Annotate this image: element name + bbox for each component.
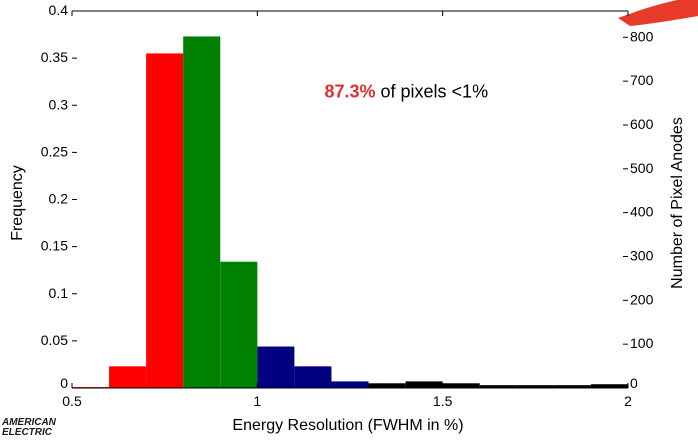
annotation: 87.3% of pixels <1% bbox=[324, 82, 488, 102]
y2-tick-label: 400 bbox=[630, 204, 654, 220]
logo-line-1: AMERICAN bbox=[2, 418, 56, 428]
y-tick-label: 0.05 bbox=[41, 332, 68, 348]
y2-tick-label: 200 bbox=[630, 291, 654, 307]
y-tick-label: 0.4 bbox=[49, 2, 69, 18]
y-axis-title: Frequency bbox=[9, 165, 26, 241]
histogram-bar bbox=[590, 384, 628, 388]
y-tick-label: 0.3 bbox=[49, 96, 69, 112]
y-tick-label: 0 bbox=[60, 375, 68, 391]
x-axis-title: Energy Resolution (FWHM in %) bbox=[232, 417, 463, 434]
y-tick-label: 0.2 bbox=[49, 191, 69, 207]
histogram-bars bbox=[72, 36, 628, 388]
histogram-bar bbox=[146, 53, 184, 388]
american-electric-logo: AMERICAN ELECTRIC bbox=[2, 418, 62, 441]
histogram-bar bbox=[183, 36, 221, 388]
y2-tick-label: 100 bbox=[630, 335, 654, 351]
annotation-text: of pixels <1% bbox=[376, 82, 489, 102]
y-tick-label: 0.35 bbox=[41, 49, 68, 65]
histogram-bar bbox=[442, 383, 480, 388]
histogram-bar bbox=[109, 366, 147, 388]
x-tick-label: 1 bbox=[253, 393, 261, 409]
x-tick-label: 0.5 bbox=[62, 393, 82, 409]
y2-tick-label: 700 bbox=[630, 72, 654, 88]
x-tick-label: 1.5 bbox=[433, 393, 453, 409]
y2-axis-title: Number of Pixel Anodes bbox=[669, 117, 686, 289]
histogram-bar bbox=[220, 261, 258, 388]
y-tick-label: 0.15 bbox=[41, 238, 68, 254]
y2-tick-label: 0 bbox=[630, 375, 638, 391]
y-tick-label: 0.25 bbox=[41, 143, 68, 159]
y2-tick-label: 500 bbox=[630, 160, 654, 176]
y2-tick-label: 600 bbox=[630, 116, 654, 132]
y2-tick-label: 800 bbox=[630, 28, 654, 44]
x-tick-label: 2 bbox=[624, 393, 632, 409]
corner-swoosh-decoration bbox=[618, 0, 698, 26]
histogram-bar bbox=[257, 346, 295, 388]
annotation-highlight: 87.3% bbox=[324, 82, 375, 102]
histogram-bar bbox=[479, 385, 517, 388]
histogram-bar bbox=[553, 385, 591, 388]
y2-tick-label: 300 bbox=[630, 247, 654, 263]
histogram-bar bbox=[368, 383, 406, 388]
axes: 0.5 1 1.5 2 0 0.05 0.1 0.15 0.2 0.25 0.3 0.35 0.4 0 10… bbox=[41, 2, 654, 409]
histogram-bar bbox=[405, 381, 443, 388]
y-tick-label: 0.1 bbox=[49, 285, 69, 301]
histogram-bar bbox=[331, 381, 369, 388]
histogram-bar bbox=[294, 366, 332, 388]
histogram-bar bbox=[516, 385, 554, 388]
logo-line-2: ELECTRIC bbox=[2, 427, 52, 438]
